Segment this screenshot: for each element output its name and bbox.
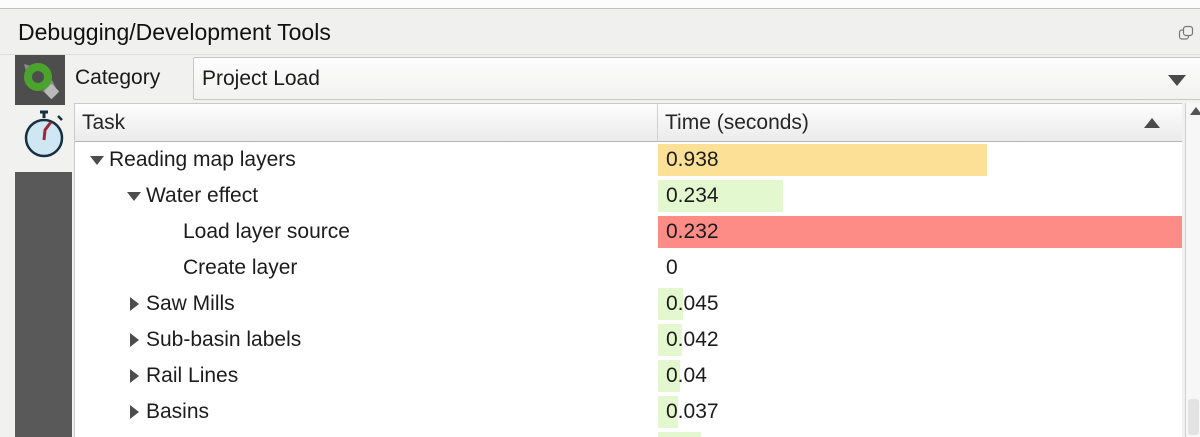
task-cell: Load layer source bbox=[75, 214, 658, 250]
time-bar bbox=[658, 288, 684, 320]
category-selected-value: Project Load bbox=[202, 66, 320, 90]
column-header-time[interactable]: Time (seconds) bbox=[658, 104, 1182, 141]
table-row[interactable]: Basins 0.037 bbox=[75, 394, 1182, 430]
scrollbar-up-icon[interactable] bbox=[1190, 107, 1200, 115]
expander-closed-icon[interactable] bbox=[122, 369, 146, 383]
time-value: 0.045 bbox=[666, 292, 719, 315]
time-cell: 0.037 bbox=[658, 394, 1182, 430]
time-bar bbox=[658, 216, 1182, 248]
time-cell: 0.045 bbox=[658, 286, 1182, 322]
vertical-scrollbar[interactable] bbox=[1185, 103, 1200, 437]
profiler-toolbar: Category Project Load bbox=[0, 55, 1200, 105]
task-cell: Reading map layers bbox=[75, 142, 658, 178]
time-bar bbox=[658, 180, 784, 212]
chevron-down-icon[interactable] bbox=[1168, 75, 1186, 86]
time-value: 0.234 bbox=[666, 184, 719, 207]
time-cell: 0.042 bbox=[658, 322, 1182, 358]
table-header: Task Time (seconds) bbox=[75, 104, 1182, 142]
task-cell: Rail Lines bbox=[75, 358, 658, 394]
table-row[interactable]: Reading map layers 0.938 bbox=[75, 142, 1182, 178]
profiler-table: Task Time (seconds) Reading map layers 0… bbox=[74, 103, 1182, 437]
top-strip bbox=[0, 0, 1200, 9]
time-value: 0.037 bbox=[666, 400, 719, 423]
expander-open-icon[interactable] bbox=[122, 191, 146, 201]
time-value: 0.042 bbox=[666, 328, 719, 351]
panel-title: Debugging/Development Tools bbox=[18, 18, 331, 45]
task-cell bbox=[75, 430, 658, 437]
table-row[interactable]: Water effect 0.234 bbox=[75, 178, 1182, 214]
task-cell: Saw Mills bbox=[75, 286, 658, 322]
category-label: Category bbox=[75, 66, 161, 89]
tabstrip-empty-area bbox=[15, 172, 72, 437]
task-label: Rail Lines bbox=[146, 364, 239, 387]
table-row[interactable]: Saw Mills 0.045 bbox=[75, 286, 1182, 322]
task-label: Saw Mills bbox=[146, 292, 235, 315]
time-bar bbox=[658, 396, 679, 428]
time-cell: 0.232 bbox=[658, 214, 1182, 250]
task-cell: Basins bbox=[75, 394, 658, 430]
time-bar bbox=[658, 360, 680, 392]
time-bar bbox=[658, 324, 682, 356]
time-cell: 0 bbox=[658, 250, 1182, 286]
float-panel-icon[interactable] bbox=[1178, 25, 1194, 41]
category-combobox[interactable]: Project Load bbox=[193, 57, 1200, 100]
qgis-logo-icon bbox=[15, 55, 65, 105]
table-row[interactable]: Rail Lines 0.04 bbox=[75, 358, 1182, 394]
expander-open-icon[interactable] bbox=[85, 155, 109, 165]
task-cell: Sub-basin labels bbox=[75, 322, 658, 358]
time-value: 0 bbox=[666, 256, 678, 279]
task-label: Sub-basin labels bbox=[146, 328, 302, 351]
task-label: Basins bbox=[146, 400, 210, 423]
expander-closed-icon[interactable] bbox=[122, 405, 146, 419]
task-cell: Create layer bbox=[75, 250, 658, 286]
expander-closed-icon[interactable] bbox=[122, 297, 146, 311]
scrollbar-thumb[interactable] bbox=[1188, 399, 1199, 435]
task-label: Load layer source bbox=[183, 220, 350, 243]
tab-profiler[interactable] bbox=[15, 105, 72, 169]
task-label: Reading map layers bbox=[109, 148, 296, 171]
expander-closed-icon[interactable] bbox=[122, 333, 146, 347]
table-row[interactable] bbox=[75, 430, 1182, 437]
table-body: Reading map layers 0.938 Water effect 0.… bbox=[75, 142, 1182, 437]
time-value: 0.04 bbox=[666, 364, 707, 387]
time-bar bbox=[658, 432, 701, 437]
stopwatch-icon bbox=[18, 106, 70, 169]
task-cell: Water effect bbox=[75, 178, 658, 214]
time-value: 0.938 bbox=[666, 148, 719, 171]
table-row[interactable]: Create layer 0 bbox=[75, 250, 1182, 286]
time-cell bbox=[658, 430, 1182, 437]
table-row[interactable]: Sub-basin labels 0.042 bbox=[75, 322, 1182, 358]
devtools-tabstrip bbox=[15, 105, 72, 437]
task-label: Create layer bbox=[183, 256, 298, 279]
task-label: Water effect bbox=[146, 184, 259, 207]
time-bar bbox=[658, 144, 988, 176]
sort-ascending-icon[interactable] bbox=[1144, 118, 1160, 128]
time-cell: 0.938 bbox=[658, 142, 1182, 178]
time-value: 0.232 bbox=[666, 220, 719, 243]
time-cell: 0.234 bbox=[658, 178, 1182, 214]
time-cell: 0.04 bbox=[658, 358, 1182, 394]
panel-titlebar: Debugging/Development Tools bbox=[0, 10, 1200, 55]
column-header-time-label: Time (seconds) bbox=[665, 110, 809, 134]
table-row[interactable]: Load layer source 0.232 bbox=[75, 214, 1182, 250]
column-header-task[interactable]: Task bbox=[75, 104, 658, 141]
